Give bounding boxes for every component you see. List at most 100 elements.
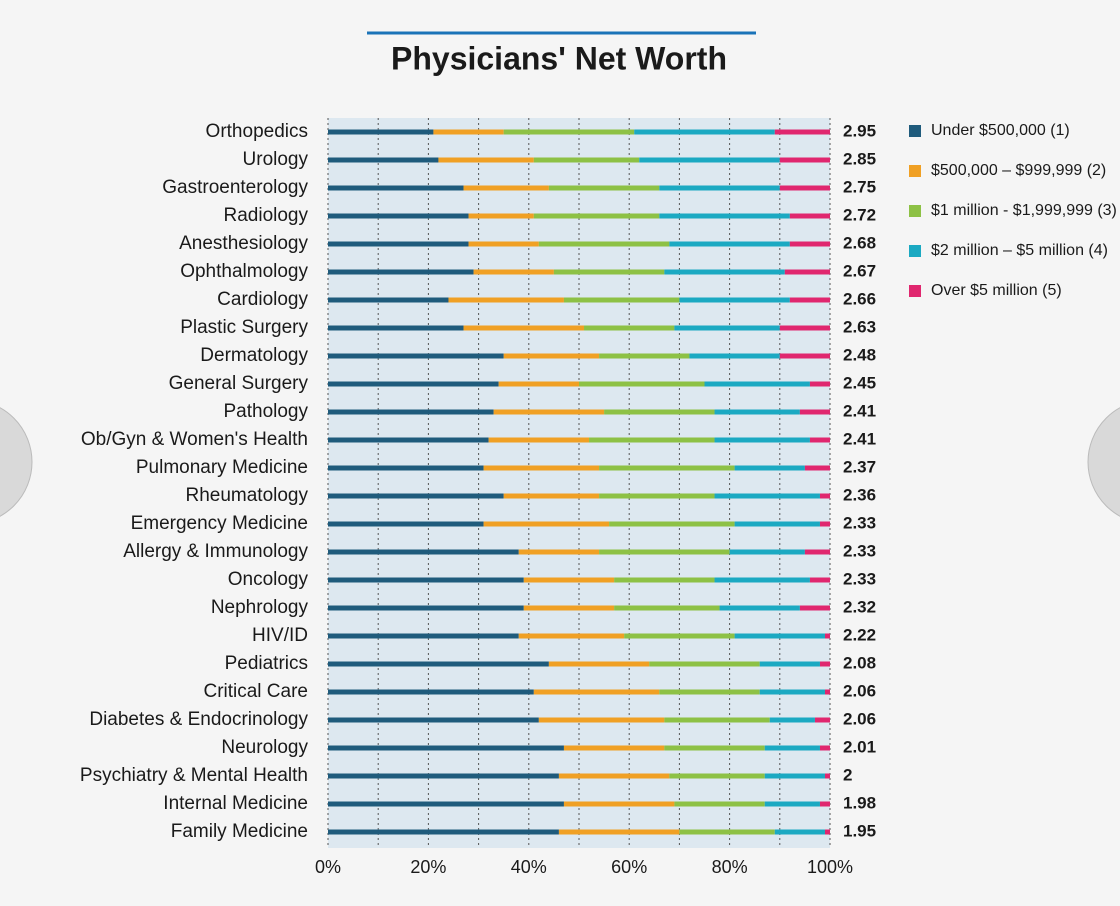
category-label: Critical Care xyxy=(203,681,308,702)
category-label: Psychiatry & Mental Health xyxy=(80,765,308,786)
bar-segment xyxy=(563,801,675,807)
legend-swatch xyxy=(909,285,921,297)
bar-segment xyxy=(774,129,830,135)
score-label: 2.75 xyxy=(843,177,876,196)
bar-segment xyxy=(503,353,600,359)
bar-segment xyxy=(714,493,820,499)
score-label: 2.37 xyxy=(843,457,876,476)
score-label: 2 xyxy=(843,765,852,784)
legend-swatch xyxy=(909,125,921,137)
category-label: HIV/ID xyxy=(252,625,308,646)
score-label: 2.33 xyxy=(843,513,876,532)
bar-segment xyxy=(328,325,464,331)
bar-segment xyxy=(563,745,665,751)
score-label: 2.36 xyxy=(843,485,876,504)
score-label: 1.98 xyxy=(843,793,876,812)
bar-segment xyxy=(328,773,559,779)
category-label: Rheumatology xyxy=(185,485,308,506)
category-label: Dermatology xyxy=(200,345,308,366)
bar-segment xyxy=(764,745,820,751)
bar-segment xyxy=(468,241,539,247)
x-tick-label: 100% xyxy=(807,857,853,877)
category-label: Pathology xyxy=(223,401,308,422)
category-label: Pediatrics xyxy=(225,653,308,674)
bars xyxy=(328,129,830,835)
bar-segment xyxy=(774,829,825,835)
bar-segment xyxy=(769,717,815,723)
bar-segment xyxy=(729,549,805,555)
bar-segment xyxy=(523,577,615,583)
category-label: Orthopedics xyxy=(206,121,308,142)
bar-segment xyxy=(819,661,830,667)
category-label: Radiology xyxy=(224,205,309,226)
score-label: 2.08 xyxy=(843,653,876,672)
bar-segment xyxy=(804,465,830,471)
category-label: Nephrology xyxy=(211,597,309,618)
bar-segment xyxy=(548,185,660,191)
nav-left[interactable] xyxy=(0,400,33,524)
bar-segment xyxy=(328,521,484,527)
bar-segment xyxy=(463,185,549,191)
score-label: 2.45 xyxy=(843,373,876,392)
bar-segment xyxy=(664,269,785,275)
bar-segment xyxy=(659,689,760,695)
category-label: Plastic Surgery xyxy=(180,317,308,338)
bar-segment xyxy=(558,773,670,779)
score-label: 2.41 xyxy=(843,429,876,448)
legend-label: Under $500,000 (1) xyxy=(931,122,1070,139)
bar-segment xyxy=(328,437,489,443)
bar-segment xyxy=(448,297,564,303)
bar-segment xyxy=(779,353,830,359)
bar-segment xyxy=(674,325,780,331)
bar-segment xyxy=(809,437,830,443)
bar-segment xyxy=(609,521,735,527)
bar-segment xyxy=(553,269,665,275)
bar-segment xyxy=(328,577,524,583)
bar-segment xyxy=(759,661,820,667)
bar-segment xyxy=(599,549,730,555)
bar-segment xyxy=(584,325,675,331)
score-label: 2.48 xyxy=(843,345,876,364)
legend-swatch xyxy=(909,165,921,177)
bar-segment xyxy=(533,157,640,163)
bar-segment xyxy=(518,549,600,555)
bar-segment xyxy=(734,521,820,527)
bar-segment xyxy=(789,297,830,303)
bar-segment xyxy=(328,157,439,163)
category-label: Cardiology xyxy=(217,289,308,310)
bar-segment xyxy=(824,773,830,779)
bar-segment xyxy=(493,409,605,415)
x-tick-label: 80% xyxy=(712,857,748,877)
legend-label: $2 million – $5 million (4) xyxy=(931,242,1108,259)
bar-segment xyxy=(764,801,820,807)
bar-segment xyxy=(719,605,800,611)
bar-segment xyxy=(674,801,765,807)
bar-segment xyxy=(664,717,770,723)
category-label: Allergy & Immunology xyxy=(123,541,308,562)
bar-segment xyxy=(328,745,564,751)
score-label: 2.06 xyxy=(843,681,876,700)
score-label: 2.85 xyxy=(843,149,876,168)
bar-segment xyxy=(704,381,810,387)
bar-segment xyxy=(483,465,600,471)
bar-segment xyxy=(328,493,504,499)
bar-segment xyxy=(679,297,790,303)
bar-segment xyxy=(809,577,830,583)
score-label: 2.33 xyxy=(843,569,876,588)
bar-segment xyxy=(438,157,534,163)
bar-segment xyxy=(599,353,690,359)
category-label: Neurology xyxy=(221,737,308,758)
nav-right[interactable] xyxy=(1087,400,1120,524)
bar-segment xyxy=(824,633,830,639)
bar-segment xyxy=(819,801,830,807)
bar-segment xyxy=(664,745,765,751)
bar-segment xyxy=(483,521,610,527)
chart-title: Physicians' Net Worth xyxy=(391,40,727,76)
bar-segment xyxy=(779,325,830,331)
bar-segment xyxy=(669,773,765,779)
bar-segment xyxy=(523,605,615,611)
bar-segment xyxy=(759,689,825,695)
bar-segment xyxy=(328,465,484,471)
